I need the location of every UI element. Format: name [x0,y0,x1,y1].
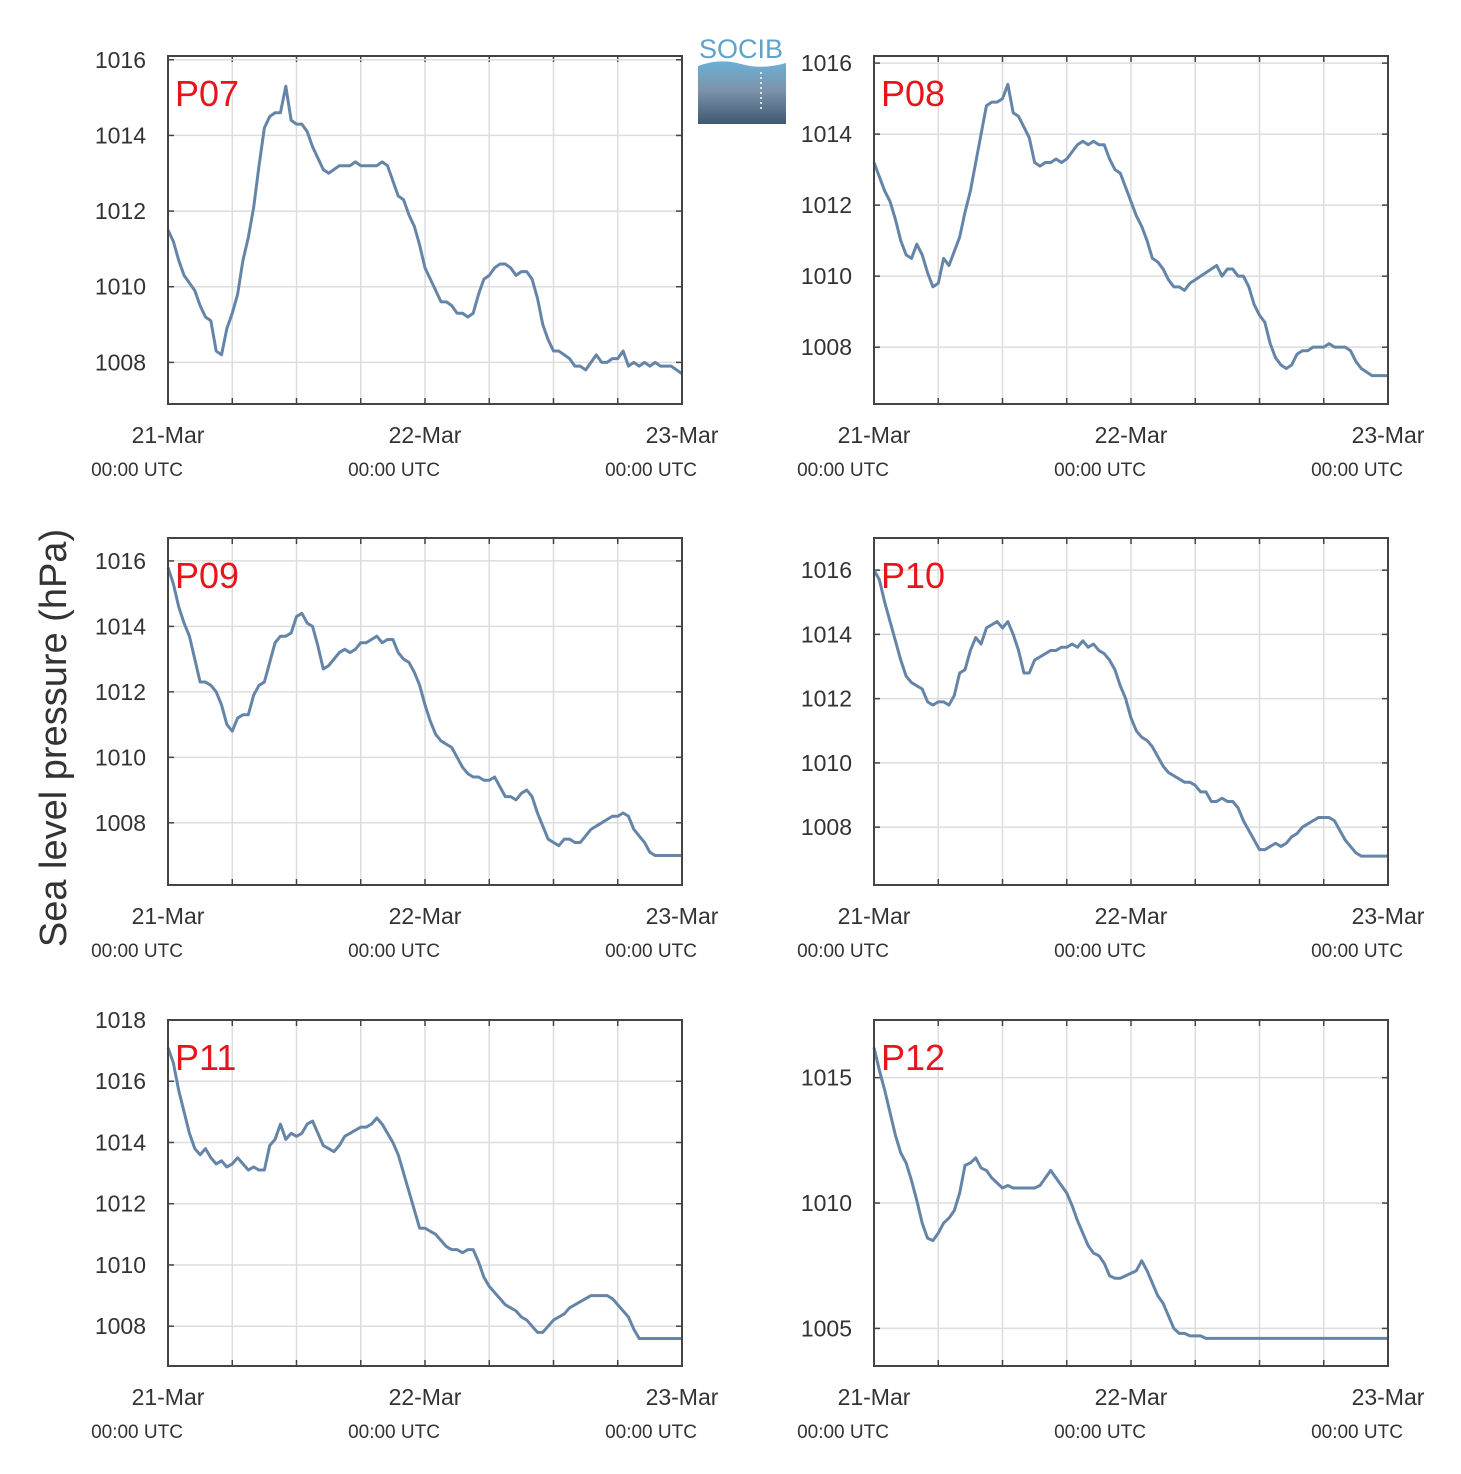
y-tick-label: 1016 [95,47,146,73]
plot-frame [167,1019,683,1367]
plot-frame [167,537,683,886]
x-tick-time-label: 00:00 UTC [797,460,889,481]
chart-panel: 1008 1010 1012 1014 1016 21-Mar 00:00 UTC 22-Ma… [91,47,719,481]
y-tick-label: 1015 [801,1065,852,1091]
series-line [166,84,683,375]
panel-label: P09 [175,555,239,596]
x-tick-time-label: 00:00 UTC [348,1422,440,1443]
x-tick-date-label: 21-Mar [132,903,205,929]
x-tick-date-label: 22-Mar [1095,1384,1168,1410]
y-tick-label: 1018 [95,1007,146,1033]
chart-panel: 1008 1010 1012 1014 1016 21-Mar 00:00 UTC 22-Ma… [797,50,1425,481]
y-tick-label: 1008 [95,1313,146,1339]
panel-label: P12 [881,1037,945,1078]
plot-frame [873,55,1389,405]
chart-panel: 1008 1010 1012 1014 1016 21-Mar 00:00 UTC 22-Ma… [91,537,719,962]
x-tick-time-label: 00:00 UTC [797,1422,889,1443]
x-tick-time-label: 00:00 UTC [1054,460,1146,481]
x-tick-time-label: 00:00 UTC [91,460,183,481]
x-tick-time-label: 00:00 UTC [348,941,440,962]
plot-frame [167,55,683,405]
x-tick-time-label: 00:00 UTC [797,941,889,962]
chart-panel: 1005 1010 1015 21-Mar 00:00 UTC 22-Mar 00:00 U… [797,1019,1425,1443]
x-tick-time-label: 00:00 UTC [605,1422,697,1443]
y-tick-label: 1016 [801,557,852,583]
y-tick-label: 1008 [801,334,852,360]
panel-label: P07 [175,73,239,114]
plot-frame [873,1019,1389,1367]
chart-panel: 1008 1010 1012 1014 1016 1018 21-Mar 00:00 UTC 2… [91,1007,719,1443]
x-tick-date-label: 22-Mar [1095,422,1168,448]
logo-wave [698,61,786,124]
y-tick-label: 1014 [95,122,146,148]
y-tick-label: 1010 [801,263,852,289]
y-tick-label: 1016 [801,50,852,76]
x-tick-date-label: 23-Mar [1352,422,1425,448]
y-tick-label: 1016 [95,548,146,574]
y-tick-label: 1008 [801,814,852,840]
x-tick-time-label: 00:00 UTC [91,941,183,962]
y-tick-label: 1010 [801,1190,852,1216]
x-tick-date-label: 22-Mar [1095,903,1168,929]
y-axis-label: Sea level pressure (hPa) [33,529,75,947]
x-tick-time-label: 00:00 UTC [1311,460,1403,481]
panel-label: P10 [881,555,945,596]
x-tick-date-label: 23-Mar [646,903,719,929]
y-tick-label: 1012 [801,686,852,712]
x-tick-time-label: 00:00 UTC [91,1422,183,1443]
series-line [166,1047,682,1340]
x-tick-date-label: 23-Mar [646,1384,719,1410]
y-tick-label: 1012 [95,198,146,224]
y-tick-label: 1010 [95,274,146,300]
x-tick-date-label: 21-Mar [838,422,911,448]
y-tick-label: 1014 [801,621,852,647]
y-tick-label: 1005 [801,1315,852,1341]
series-line [872,1047,1388,1340]
logo-text: SOCIB [699,34,783,64]
y-tick-label: 1008 [95,810,146,836]
x-tick-time-label: 00:00 UTC [348,460,440,481]
x-tick-time-label: 00:00 UTC [605,460,697,481]
x-tick-date-label: 21-Mar [132,1384,205,1410]
panel-label: P08 [881,73,945,114]
y-tick-label: 1012 [95,1191,146,1217]
x-tick-date-label: 21-Mar [838,903,911,929]
y-tick-label: 1010 [95,744,146,770]
y-tick-label: 1014 [95,1129,146,1155]
series-line [166,566,682,858]
y-tick-label: 1008 [95,349,146,375]
socib-logo: SOCIB [698,34,786,124]
x-tick-time-label: 00:00 UTC [605,941,697,962]
y-tick-label: 1012 [801,192,852,218]
x-tick-date-label: 22-Mar [389,1384,462,1410]
y-tick-label: 1012 [95,679,146,705]
y-tick-label: 1016 [95,1068,146,1094]
x-tick-date-label: 23-Mar [1352,903,1425,929]
series-line [872,82,1388,378]
y-tick-label: 1014 [801,121,852,147]
y-tick-label: 1014 [95,613,146,639]
x-tick-time-label: 00:00 UTC [1311,1422,1403,1443]
series-line [872,569,1388,858]
x-tick-time-label: 00:00 UTC [1054,1422,1146,1443]
x-tick-date-label: 22-Mar [389,422,462,448]
x-tick-time-label: 00:00 UTC [1054,941,1146,962]
x-tick-date-label: 22-Mar [389,903,462,929]
panel-label: P11 [175,1037,236,1078]
y-tick-label: 1010 [95,1252,146,1278]
x-tick-time-label: 00:00 UTC [1311,941,1403,962]
x-tick-date-label: 23-Mar [1352,1384,1425,1410]
plot-frame [873,537,1389,886]
panels: 1008 1010 1012 1014 1016 21-Mar 00:00 UTC 22-Ma… [91,47,1425,1443]
chart-panel: 1008 1010 1012 1014 1016 21-Mar 00:00 UTC 22-Ma… [797,537,1425,962]
x-tick-date-label: 21-Mar [838,1384,911,1410]
x-tick-date-label: 21-Mar [132,422,205,448]
x-tick-date-label: 23-Mar [646,422,719,448]
y-tick-label: 1010 [801,750,852,776]
